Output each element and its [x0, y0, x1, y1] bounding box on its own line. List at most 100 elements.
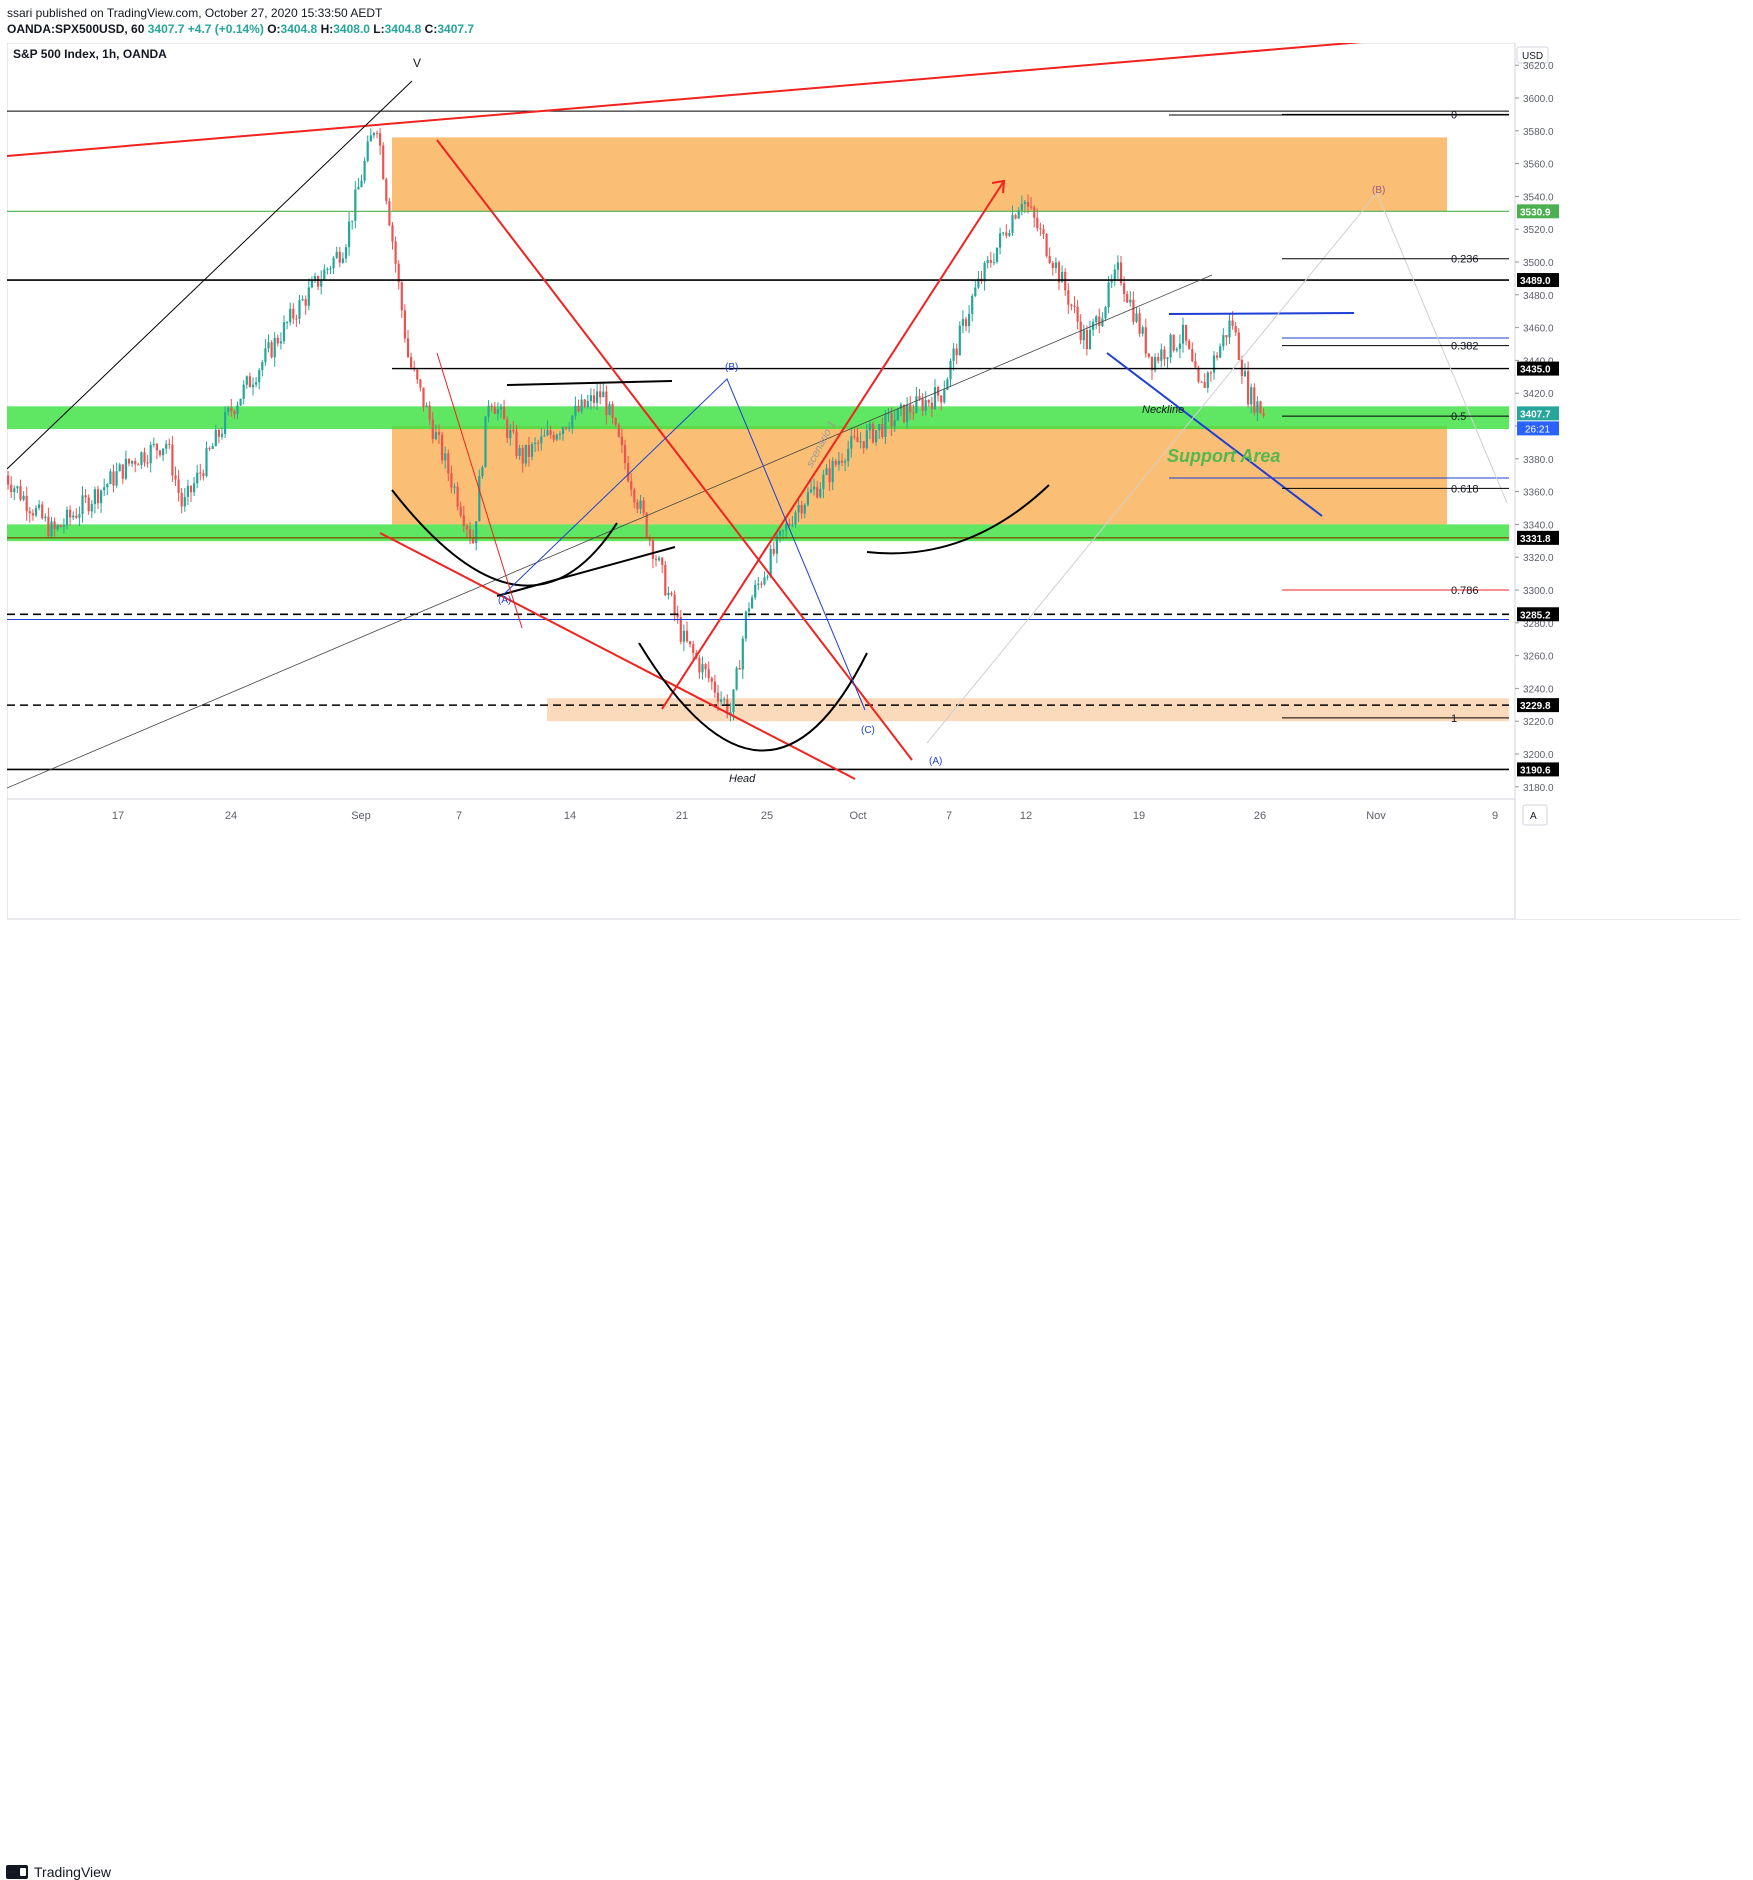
candle-body — [363, 160, 366, 181]
candle-body — [13, 488, 16, 493]
candle-body — [230, 407, 233, 412]
candle-body — [977, 278, 980, 288]
candle-body — [509, 429, 512, 439]
candle-body — [1188, 340, 1191, 350]
candle-body — [1157, 356, 1160, 361]
candle-body — [828, 468, 831, 483]
x-tick-label: 7 — [456, 810, 462, 822]
fib-label-1: 1 — [1451, 713, 1457, 725]
candle-body — [1116, 262, 1119, 270]
neckline-black — [506, 380, 673, 386]
candle-body — [31, 513, 34, 516]
candle-body — [1110, 280, 1113, 283]
candle-body — [1197, 367, 1200, 382]
candle-body — [211, 446, 214, 450]
x-tick-label: Nov — [1366, 810, 1386, 822]
price-chart[interactable]: 0 0.236 0.382 0.5 0.618 0.786 1 V (A) (B) (C) (A) (B… — [3, 37, 1753, 923]
annotation-4: (A) — [929, 756, 942, 767]
candle-body — [840, 460, 844, 463]
price-tag: 3331.8 — [1520, 534, 1551, 545]
candle-body — [196, 472, 199, 484]
candle-body — [282, 322, 286, 342]
tradingview-brand: TradingView — [34, 1864, 112, 1880]
candle-body — [1026, 201, 1030, 207]
x-tick-label: 26 — [1254, 810, 1266, 822]
candle-body — [1234, 326, 1237, 333]
base-line-black — [496, 546, 676, 597]
annotation-0: V — [413, 56, 421, 70]
y-tick-label: 3180.0 — [1523, 783, 1554, 794]
publish-info: ssari published on TradingView.com, Octo… — [7, 6, 383, 20]
neckline-blue — [1106, 352, 1323, 517]
candle-body — [137, 464, 140, 466]
price-tag-bg — [1517, 273, 1559, 288]
annotation-1: (A) — [498, 595, 511, 606]
candle-body — [301, 299, 304, 301]
lower-trendline-red — [379, 532, 856, 780]
candle-body — [1023, 201, 1026, 205]
candle-body — [766, 576, 769, 578]
candle-body — [862, 441, 865, 449]
candle-body — [1132, 299, 1135, 322]
candle-body — [506, 419, 509, 439]
y-tick-label: 3200.0 — [1523, 750, 1554, 761]
candle-body — [258, 370, 261, 383]
candle-body — [1085, 330, 1088, 350]
candle-body — [1008, 233, 1011, 236]
candle-body — [958, 325, 961, 356]
candle-body — [276, 337, 279, 344]
candle-body — [7, 475, 10, 485]
candle-body — [558, 433, 561, 435]
y-tick-label: 3580.0 — [1523, 127, 1554, 138]
candle-body — [884, 413, 887, 437]
candle-body — [741, 638, 744, 670]
long-trendline-red — [6, 37, 1411, 157]
candle-body — [270, 342, 273, 358]
candle-body — [462, 515, 465, 527]
candle-body — [177, 479, 180, 493]
high-label: H: — [320, 22, 334, 36]
candle-body — [974, 287, 977, 297]
candle-body — [1129, 299, 1132, 303]
candle-body — [825, 468, 828, 475]
candle-body — [165, 443, 168, 449]
candle-body — [428, 405, 431, 420]
candle-body — [391, 225, 394, 242]
scenario-path-grey — [926, 192, 1508, 744]
trend-channel-black — [6, 80, 413, 470]
candle-body — [503, 406, 506, 420]
y-tick-label: 3540.0 — [1523, 192, 1554, 203]
auto-scale-button — [1522, 804, 1548, 826]
candle-body — [44, 516, 47, 519]
candle-body — [1172, 334, 1175, 351]
candle-body — [512, 429, 515, 432]
candle-body — [899, 404, 902, 409]
chart-pane[interactable]: 0 0.236 0.382 0.5 0.618 0.786 1 V (A) (B) (C) (A) (B… — [3, 37, 1753, 923]
y-tick-label: 3340.0 — [1523, 520, 1554, 531]
candle-body — [1144, 327, 1147, 354]
candle-body — [72, 515, 75, 518]
candle-body — [140, 452, 143, 466]
symbol-legend: OANDA:SPX500USD, 60 3407.7 +4.7 (+0.14%)… — [7, 22, 474, 36]
candle-body — [1020, 204, 1023, 211]
candle-body — [422, 387, 425, 408]
candle-body — [174, 475, 177, 480]
candle-body — [620, 436, 623, 446]
candle-body — [853, 436, 856, 438]
candle-body — [146, 462, 149, 464]
candle-body — [224, 412, 227, 435]
symbol-name[interactable]: OANDA:SPX500USD, 60 — [7, 22, 145, 36]
candle-body — [1225, 335, 1228, 338]
candle-body — [481, 467, 484, 477]
auto-scale-label: A — [1530, 811, 1537, 822]
candle-body — [295, 318, 298, 320]
candle-body — [611, 404, 614, 419]
candle-body — [478, 476, 481, 522]
candle-body — [1194, 361, 1197, 368]
zone-support-1 — [392, 426, 1447, 525]
candle-body — [878, 424, 881, 431]
candle-body — [664, 564, 667, 596]
candle-body — [909, 404, 912, 413]
green-band-lower — [7, 524, 1509, 542]
tradingview-logo[interactable]: TradingView — [6, 1864, 111, 1880]
